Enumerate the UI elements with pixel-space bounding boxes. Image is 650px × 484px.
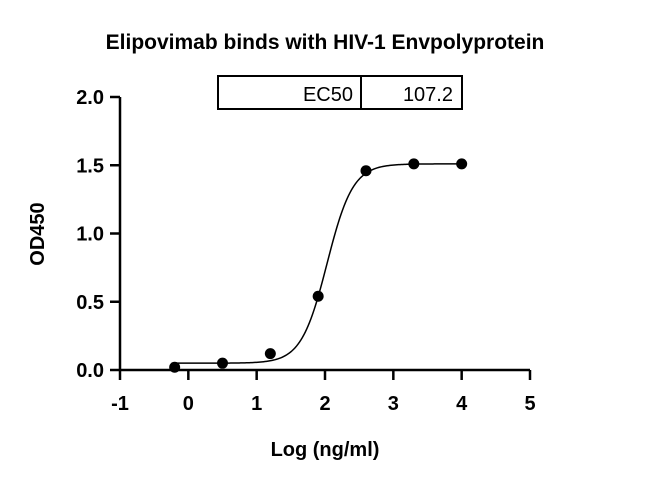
x-tick-label: 1 (251, 393, 262, 415)
y-axis-ticks: 0.0 0.5 1.0 1.5 2.0 (76, 87, 120, 382)
data-points (169, 158, 468, 373)
y-tick-label: 1.5 (76, 155, 104, 177)
data-point (264, 348, 276, 360)
x-axis-ticks: -1 0 1 2 3 4 5 (111, 370, 536, 415)
x-tick-label: 5 (524, 393, 535, 415)
y-tick-label: 1.0 (76, 224, 104, 246)
chart-title: Elipovimab binds with HIV-1 Envpolyprote… (106, 31, 545, 54)
y-axis-title: OD450 (27, 202, 49, 265)
x-tick-label: 3 (388, 393, 399, 415)
data-point (312, 290, 324, 302)
x-tick-label: 0 (183, 393, 194, 415)
fit-curve (174, 163, 462, 364)
ec50-table: EC50 107.2 (217, 75, 463, 110)
data-point (360, 165, 372, 177)
x-tick-label: 4 (456, 393, 468, 415)
x-tick-label: -1 (111, 393, 129, 415)
x-tick-label: 2 (319, 393, 330, 415)
ec50-table-border (217, 75, 463, 110)
ec50-value: 107.2 (403, 84, 453, 106)
y-tick-label: 2.0 (76, 87, 104, 109)
y-tick-label: 0.0 (76, 360, 104, 382)
y-tick-label: 0.5 (76, 292, 104, 314)
data-point (408, 158, 420, 170)
ec50-label: EC50 (303, 84, 353, 106)
x-axis-title: Log (ng/ml) (271, 439, 380, 461)
data-point (169, 361, 181, 373)
data-point (456, 158, 468, 170)
data-point (217, 357, 228, 369)
axes (118, 97, 530, 372)
